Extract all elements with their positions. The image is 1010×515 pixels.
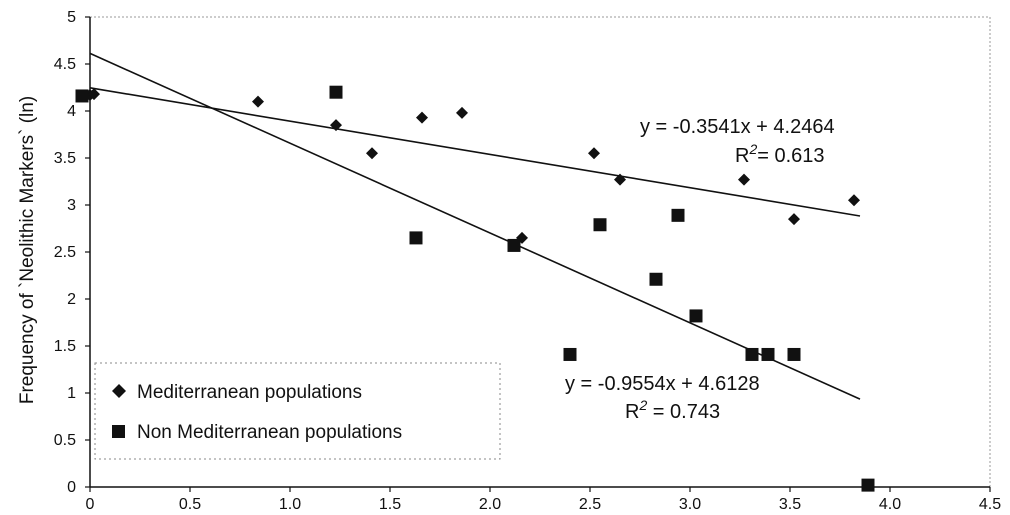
y-tick-label: 3.5 <box>54 150 76 167</box>
trendlines <box>89 52 861 400</box>
r-squared-label: R2 = 0.743 <box>625 397 720 423</box>
x-tick-label: 2.0 <box>479 496 501 513</box>
mediterranean-point <box>366 147 378 160</box>
mediterranean-point <box>416 111 428 124</box>
legend-diamond-marker <box>112 384 126 398</box>
non-mediterranean-point <box>745 347 759 361</box>
trendline-mediterranean <box>89 87 861 217</box>
non-mediterranean-point <box>689 309 703 323</box>
x-tick-label: 0.5 <box>179 496 201 513</box>
x-tick-label: 3.5 <box>779 496 801 513</box>
non-mediterranean-point <box>563 347 577 361</box>
non-mediterranean-point <box>75 89 89 103</box>
mediterranean-point <box>252 95 264 108</box>
y-tick-label: 2.5 <box>54 244 76 261</box>
y-tick-label: 0.5 <box>54 432 76 449</box>
x-tick-label: 3.0 <box>679 496 701 513</box>
y-axis-label: Frequency of `Neolithic Markers` (ln) <box>17 96 38 404</box>
legend-square-marker <box>112 425 125 438</box>
non-mediterranean-point <box>671 208 685 222</box>
y-tick-label: 4 <box>67 103 76 120</box>
x-tick-label: 4.0 <box>879 496 901 513</box>
legend-entry-non-mediterranean: Non Mediterranean populations <box>137 422 402 443</box>
mediterranean-point <box>588 147 600 160</box>
y-tick-label: 2 <box>67 291 76 308</box>
non-mediterranean-point <box>507 238 521 252</box>
mediterranean-point <box>614 173 626 186</box>
legend-entry-mediterranean: Mediterranean populations <box>137 382 362 403</box>
legend-box <box>94 362 501 460</box>
non-mediterranean-point <box>329 85 343 99</box>
mediterranean-point <box>456 106 468 119</box>
non-mediterranean-point <box>861 478 875 492</box>
trendline-equation: y = -0.3541x + 4.2464 <box>640 116 835 138</box>
equation-mediterranean: y = -0.3541x + 4.2464 R2= 0.613 <box>640 116 835 167</box>
r-squared-label: R2= 0.613 <box>735 141 825 167</box>
x-tick-label: 1.0 <box>279 496 301 513</box>
trendline-non-mediterranean <box>89 52 861 400</box>
y-tick-label: 4.5 <box>54 56 76 73</box>
axes: 0 0.5 1 1.5 2 2.5 3 3.5 4 4.5 5 0 0.5 1.0 1.5 2.0 2.5 3.0… <box>54 9 1001 513</box>
mediterranean-point <box>330 119 342 132</box>
x-tick-label: 4.5 <box>979 496 1001 513</box>
trendline-equation: y = -0.9554x + 4.6128 <box>565 373 760 395</box>
non-mediterranean-point <box>593 218 607 232</box>
y-tick-label: 1.5 <box>54 338 76 355</box>
y-tick-label: 0 <box>67 479 76 496</box>
legend: Mediterranean populations Non Mediterran… <box>94 362 501 460</box>
non-mediterranean-point <box>409 231 423 245</box>
mediterranean-point <box>88 88 100 101</box>
equation-non-mediterranean: y = -0.9554x + 4.6128 R2 = 0.743 <box>565 373 760 423</box>
mediterranean-point <box>788 213 800 226</box>
y-tick-label: 3 <box>67 197 76 214</box>
non-mediterranean-point <box>761 347 775 361</box>
y-tick-label: 5 <box>67 9 76 26</box>
y-tick-label: 1 <box>67 385 76 402</box>
non-mediterranean-point <box>787 347 801 361</box>
mediterranean-point <box>848 194 860 207</box>
non-mediterranean-point <box>649 272 663 286</box>
data-points <box>75 85 875 492</box>
x-tick-label: 1.5 <box>379 496 401 513</box>
x-tick-label: 2.5 <box>579 496 601 513</box>
x-tick-label: 0 <box>86 496 95 513</box>
mediterranean-point <box>738 173 750 186</box>
